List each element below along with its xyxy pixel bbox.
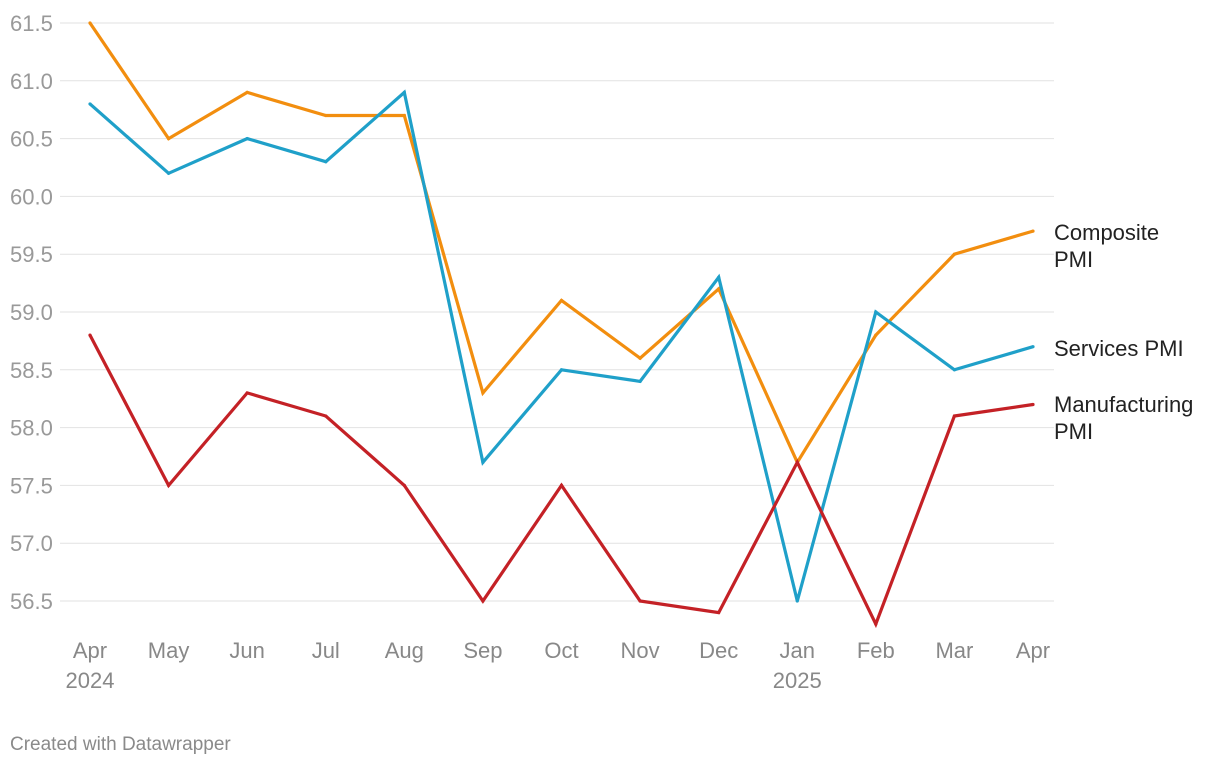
data-point-manufacturing-pmi: [874, 622, 878, 626]
data-point-manufacturing-pmi: [166, 483, 171, 487]
x-tick-label: Dec: [699, 638, 738, 663]
x-tick-label: Jan: [780, 638, 815, 663]
x-tick-label: Oct: [544, 638, 578, 663]
x-year-label: 2025: [773, 668, 822, 693]
data-point-composite-pmi: [166, 137, 171, 141]
data-point-composite-pmi: [481, 391, 485, 395]
data-point-manufacturing-pmi: [481, 599, 485, 603]
y-tick-label: 60.0: [10, 184, 53, 209]
y-tick-label: 57.0: [10, 531, 53, 556]
series-label-manufacturing-pmi: PMI: [1054, 419, 1093, 444]
data-point-services-pmi: [402, 90, 406, 94]
y-tick-label: 61.0: [10, 69, 53, 94]
series-line-manufacturing-pmi: [88, 334, 1034, 629]
x-tick-label: May: [148, 638, 190, 663]
data-point-services-pmi: [952, 368, 957, 372]
series-line-composite-pmi: [88, 22, 1034, 466]
data-point-manufacturing-pmi: [717, 610, 721, 615]
x-tick-label: Jun: [229, 638, 264, 663]
y-tick-label: 58.0: [10, 416, 53, 441]
data-point-composite-pmi: [402, 113, 406, 118]
x-tick-label: Aug: [385, 638, 424, 663]
data-point-services-pmi: [1031, 345, 1035, 349]
data-point-services-pmi: [324, 160, 328, 164]
data-point-services-pmi: [717, 275, 721, 279]
x-tick-label: Mar: [935, 638, 973, 663]
data-point-composite-pmi: [638, 356, 642, 360]
y-tick-label: 56.5: [10, 589, 53, 614]
data-point-services-pmi: [638, 379, 642, 383]
data-point-manufacturing-pmi: [795, 460, 799, 464]
data-point-composite-pmi: [245, 90, 249, 94]
data-point-manufacturing-pmi: [1031, 402, 1035, 407]
series-label-composite-pmi: Composite: [1054, 220, 1159, 245]
series-line-services-pmi: [88, 89, 1034, 602]
y-axis-tick-labels: 61.5 61.0 60.5 60.0 59.5 59.0 58.5 58.0 57.5 57.0…: [10, 11, 53, 614]
data-point-services-pmi: [559, 368, 564, 372]
data-point-manufacturing-pmi: [952, 414, 957, 418]
y-tick-label: 60.5: [10, 127, 53, 152]
data-point-manufacturing-pmi: [245, 391, 249, 395]
y-tick-label: 58.5: [10, 358, 53, 383]
data-point-manufacturing-pmi: [88, 333, 92, 337]
x-tick-label: Apr: [1016, 638, 1050, 663]
data-point-manufacturing-pmi: [324, 414, 328, 418]
data-point-composite-pmi: [559, 298, 564, 303]
data-point-services-pmi: [88, 102, 92, 106]
data-point-composite-pmi: [717, 287, 721, 291]
data-point-services-pmi: [481, 460, 485, 464]
data-point-composite-pmi: [1031, 229, 1035, 233]
data-point-composite-pmi: [324, 113, 328, 118]
series-label-services-pmi: Services PMI: [1054, 336, 1184, 361]
data-point-composite-pmi: [88, 21, 92, 25]
data-point-services-pmi: [874, 310, 878, 314]
data-point-services-pmi: [245, 137, 249, 141]
data-point-manufacturing-pmi: [559, 483, 564, 487]
y-tick-label: 61.5: [10, 11, 53, 36]
y-tick-label: 59.0: [10, 300, 53, 325]
x-tick-label: Feb: [857, 638, 895, 663]
y-tick-label: 57.5: [10, 473, 53, 498]
data-point-composite-pmi: [874, 333, 878, 337]
x-tick-label: Sep: [463, 638, 502, 663]
y-tick-label: 59.5: [10, 242, 53, 267]
x-tick-label: Nov: [621, 638, 660, 663]
gridlines: [60, 22, 1054, 602]
data-point-manufacturing-pmi: [638, 599, 642, 603]
data-point-services-pmi: [166, 171, 171, 175]
x-tick-label: Apr: [73, 638, 107, 663]
series-label-manufacturing-pmi: Manufacturing: [1054, 392, 1193, 417]
series-label-composite-pmi: PMI: [1054, 247, 1093, 272]
data-point-composite-pmi: [952, 252, 957, 256]
x-tick-label: Jul: [312, 638, 340, 663]
series-lines: [88, 21, 1035, 629]
data-point-manufacturing-pmi: [402, 483, 406, 487]
credit-footer: Created with Datawrapper: [10, 734, 231, 755]
x-year-label: 2024: [66, 668, 115, 693]
data-point-services-pmi: [795, 599, 799, 603]
x-axis-tick-labels: Apr 2024 May Jun Jul Aug Sep Oct Nov Dec Jan 2025 Fe…: [66, 638, 1051, 693]
